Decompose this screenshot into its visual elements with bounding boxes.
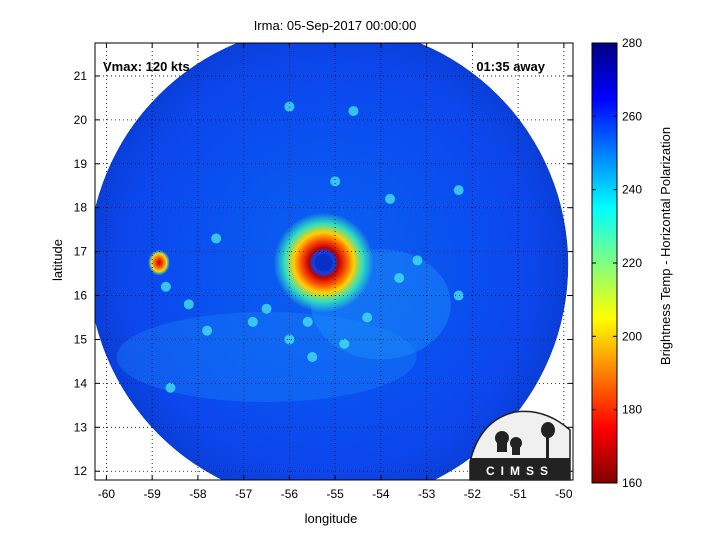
convective-cell (453, 290, 464, 301)
x-tick-label: -53 (418, 487, 436, 501)
x-tick-label: -57 (235, 487, 253, 501)
convective-cell (394, 272, 405, 283)
colorbar-tick-label: 160 (622, 476, 642, 490)
y-tick-label: 19 (74, 157, 88, 171)
x-tick-label: -60 (98, 487, 116, 501)
x-tick-label: -54 (372, 487, 390, 501)
y-tick-label: 12 (74, 464, 88, 478)
colorbar-tick-label: 200 (622, 329, 642, 343)
x-tick-label: -51 (509, 487, 527, 501)
convective-cell (165, 382, 176, 393)
x-tick-label: -56 (281, 487, 299, 501)
cimss-logo: CIMSS (469, 410, 571, 481)
convective-cell (211, 233, 222, 244)
rainband (116, 312, 417, 403)
convective-cell (385, 193, 396, 204)
convective-cell (348, 106, 359, 117)
convective-cell (302, 316, 313, 327)
y-tick-label: 18 (74, 201, 88, 215)
convective-cell (307, 352, 318, 363)
grid-lines (95, 43, 573, 480)
y-tick-label: 16 (74, 289, 88, 303)
convective-cell (453, 185, 464, 196)
convective-cell (261, 303, 272, 314)
colorbar-tick-label: 240 (622, 183, 642, 197)
y-tick-label: 20 (74, 113, 88, 127)
x-tick-label: -55 (326, 487, 344, 501)
logo-text: CIMSS (486, 464, 554, 478)
colorbar-tick-label: 280 (622, 36, 642, 50)
x-tick-label: -59 (144, 487, 162, 501)
y-tick-label: 15 (74, 332, 88, 346)
colorbar-gradient (591, 42, 618, 484)
y-tick-label: 14 (74, 376, 88, 390)
colorbar-tick-label: 220 (622, 256, 642, 270)
y-tick-label: 17 (74, 245, 88, 259)
time-away-label: 01:35 away (476, 59, 545, 74)
colorbar-tick-label: 180 (622, 403, 642, 417)
colorbar: 160 180 200 220 240 260 280 (591, 36, 642, 490)
vmax-label: Vmax: 120 kts (103, 59, 190, 74)
cold-cell (148, 249, 171, 276)
chart-title: Irma: 05-Sep-2017 00:00:00 (254, 18, 417, 33)
x-tick-label: -52 (464, 487, 482, 501)
convective-cell (160, 281, 171, 292)
convective-cell (339, 338, 350, 349)
plot-frame (94, 42, 574, 481)
eye (314, 253, 333, 272)
y-tick-label: 21 (74, 69, 88, 83)
y-tick-label: 13 (74, 420, 88, 434)
convective-cell (330, 176, 341, 187)
colorbar-tick-label: 260 (622, 109, 642, 123)
colorbar-label: Brightness Temp - Horizontal Polarizatio… (658, 127, 673, 365)
convective-cell (202, 325, 213, 336)
convective-cell (412, 255, 423, 266)
convective-cell (284, 101, 295, 112)
axis-ticks: -60 -59 -58 -57 -56 -55 -54 -53 -52 -51 -50 12 13 14 1… (74, 43, 573, 501)
y-axis-label: latitude (50, 239, 65, 281)
convective-cell (362, 312, 373, 323)
heatmap-swath (95, 43, 569, 480)
convective-cell (183, 299, 194, 310)
convective-cell (247, 316, 258, 327)
x-tick-label: -58 (189, 487, 207, 501)
x-axis-label: longitude (305, 511, 358, 526)
x-tick-label: -50 (555, 487, 573, 501)
